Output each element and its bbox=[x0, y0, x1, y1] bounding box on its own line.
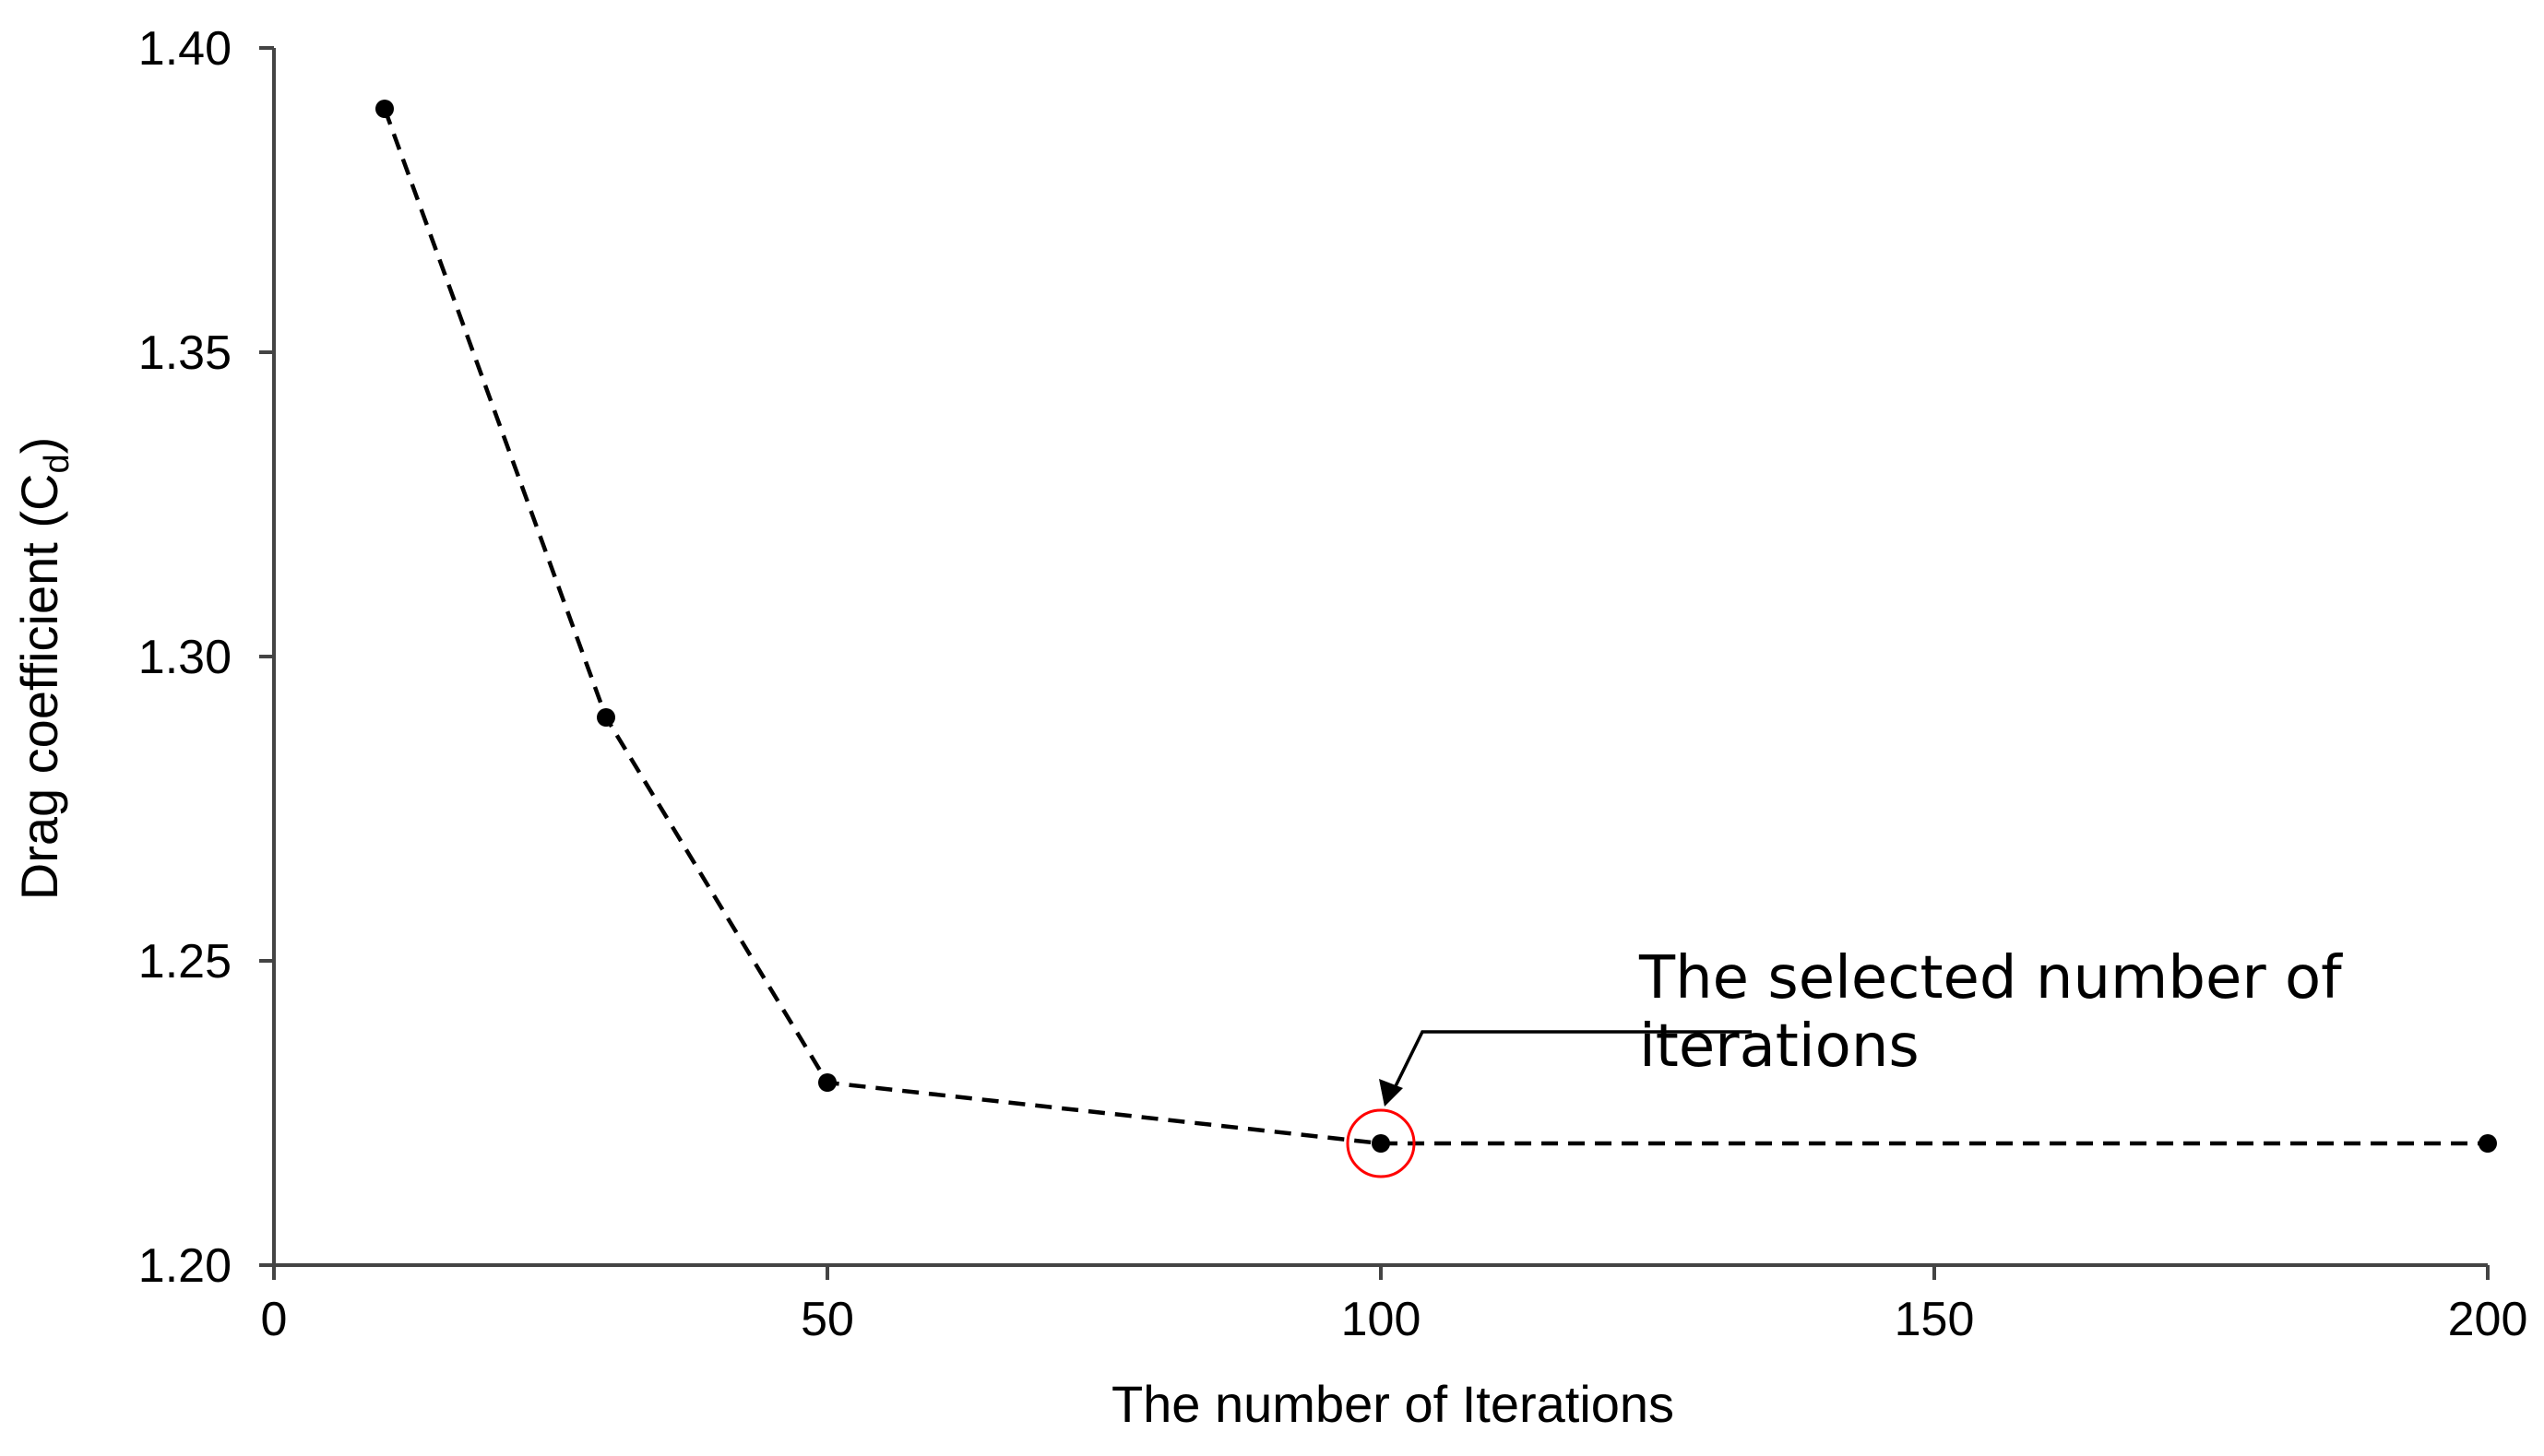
x-tick-label: 150 bbox=[1895, 1293, 1975, 1346]
highlight-circle bbox=[1346, 1108, 1416, 1178]
y-tick-label: 1.35 bbox=[138, 326, 232, 380]
annotation-arrowhead bbox=[1379, 1079, 1403, 1107]
annotation-text-line: iterations bbox=[1639, 1012, 1920, 1081]
annotation-text-line: The selected number of bbox=[1638, 944, 2343, 1012]
x-tick-label: 0 bbox=[261, 1293, 288, 1346]
annotation-text: The selected number of iterations bbox=[1638, 944, 2343, 1081]
y-axis-title-subscript: d bbox=[38, 454, 77, 473]
y-tick-label: 1.30 bbox=[138, 631, 232, 684]
y-tick-label: 1.20 bbox=[138, 1239, 232, 1293]
y-axis-title-suffix: ) bbox=[10, 437, 68, 455]
ticks-layer: 0 50 100 150 200 1.20 1.25 1.30 1.35 1.40 bbox=[138, 22, 2528, 1346]
data-point bbox=[2479, 1134, 2497, 1153]
data-point bbox=[597, 708, 615, 727]
x-tick-label: 50 bbox=[801, 1293, 854, 1346]
x-tick-label: 200 bbox=[2448, 1293, 2528, 1346]
y-tick-label: 1.25 bbox=[138, 935, 232, 988]
data-point bbox=[1372, 1134, 1390, 1153]
annotation-layer: The selected number of iterations bbox=[1346, 944, 2343, 1178]
x-axis-title: The number of Iterations bbox=[1112, 1375, 1674, 1433]
x-tick-label: 100 bbox=[1341, 1293, 1421, 1346]
data-point bbox=[818, 1073, 837, 1092]
y-axis-title: Drag coefficient (Cd) bbox=[10, 437, 77, 901]
data-point bbox=[375, 100, 394, 118]
y-axis-title-main: Drag coefficient (C bbox=[10, 474, 68, 901]
y-tick-label: 1.40 bbox=[138, 22, 232, 76]
annotation-leader-line bbox=[1388, 1030, 1752, 1098]
series-layer bbox=[375, 100, 2497, 1153]
